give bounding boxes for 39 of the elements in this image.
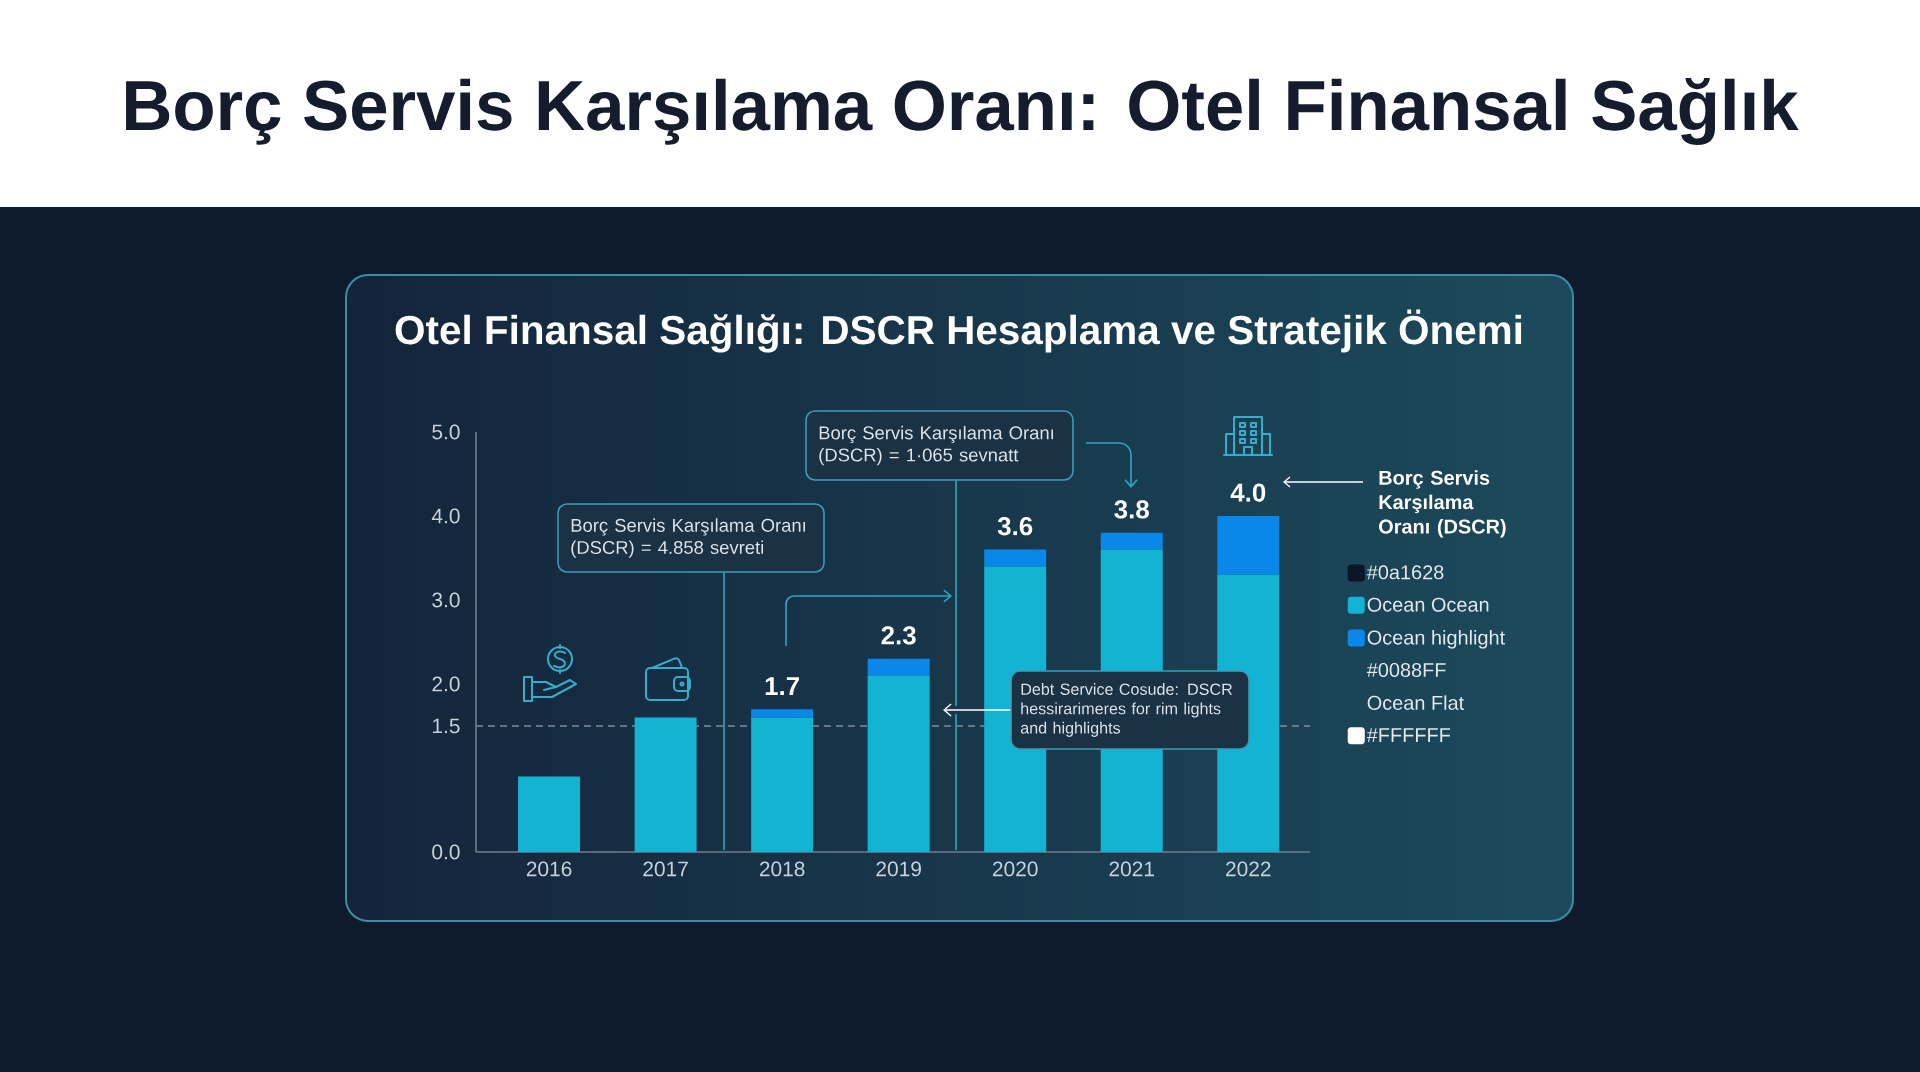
- legend-label: Ocean highlight: [1367, 630, 1506, 649]
- bar: [867, 658, 930, 676]
- legend-title: Borç Servis Karşılama Oranı (DSCR): [1379, 470, 1506, 538]
- bar: [1217, 516, 1280, 575]
- text: Ocean Flat: [1367, 695, 1465, 710]
- annotation: Borç Servis Karşılama Oranı (DSCR) = 1·065 sevnatt: [819, 425, 1054, 466]
- x-tick-label: 2016: [526, 861, 572, 877]
- bar: [634, 717, 697, 852]
- y-tick-label: 4.0: [431, 508, 460, 524]
- x-tick-label: 2019: [876, 861, 921, 877]
- chart-subtitle: Otel Finansal Sağlığı: DSCR Hesaplama ve Stratejik Önemi: [395, 309, 1522, 353]
- legend-label: #0a1628: [1366, 565, 1444, 580]
- y-tick-label: 0.0: [432, 844, 460, 860]
- x-tick-label: 2017: [643, 861, 688, 877]
- bar: [1100, 532, 1163, 550]
- bar: [518, 776, 581, 852]
- x-tick-label: 2020: [992, 861, 1038, 877]
- y-tick-label: 2.0: [432, 676, 460, 692]
- bar: [751, 709, 814, 718]
- total-label: 4.0: [1230, 483, 1266, 502]
- x-tick-label: 2022: [1226, 861, 1271, 877]
- total-label: 2.3: [881, 626, 916, 645]
- legend-label: #FFFFFF: [1366, 728, 1451, 742]
- total-label: 3.8: [1114, 500, 1149, 519]
- y-tick-label: 3.0: [432, 592, 460, 608]
- bar: [984, 549, 1047, 567]
- legend-label: Ocean Ocean: [1367, 597, 1489, 612]
- bar: [751, 717, 814, 852]
- y-tick-label: 1.5: [432, 718, 460, 734]
- annotation: Debt Service Cosude: DSCR hessirarimeres for rim lights and highlights: [1020, 683, 1233, 737]
- total-label: 3.6: [997, 517, 1033, 536]
- text: #0088FF: [1366, 662, 1446, 678]
- y-tick-label: 5.0: [432, 424, 460, 440]
- total-label: 1.7: [765, 677, 799, 695]
- x-tick-label: 2018: [759, 861, 805, 877]
- bar: [867, 675, 930, 852]
- x-tick-label: 2021: [1109, 861, 1154, 877]
- annotation: Borç Servis Karşılama Oranı (DSCR) = 4.858 sevreti: [571, 518, 805, 558]
- chart-title: Borç Servis Karşılama Oranı: Otel Finansal Sağlık: [126, 77, 1799, 145]
